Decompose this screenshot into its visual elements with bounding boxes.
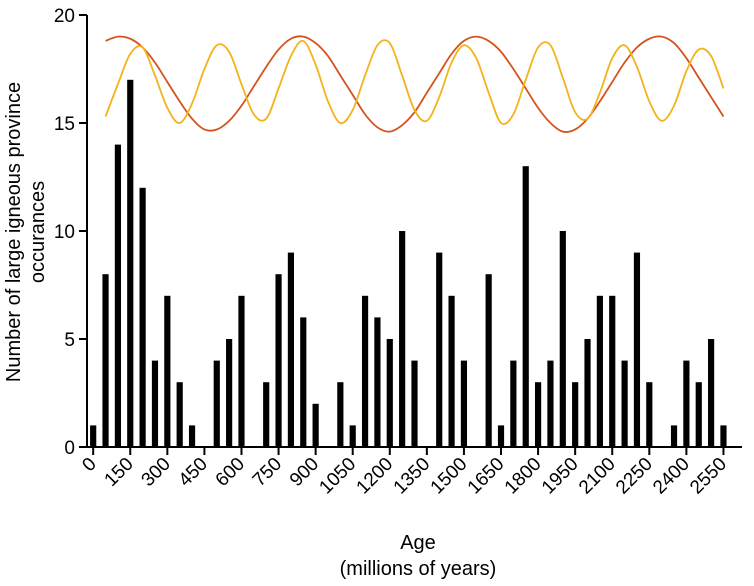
y-axis-title-line1: Number of large igneous province [3,82,25,382]
histogram-bar [386,339,393,447]
periodic-curves [104,35,725,133]
histogram-bar [708,339,715,447]
histogram-bar [720,425,727,447]
histogram-bars [90,79,727,448]
histogram-bar [497,425,505,447]
x-axis-title-line2: (millions of years) [340,558,497,580]
histogram-bar [695,382,702,447]
histogram-bar [559,231,566,447]
histogram-bar [609,295,616,447]
histogram-bar [127,79,134,448]
x-tick-label: 1350 [390,454,435,499]
y-axis-title: Number of large igneous province occuran… [3,82,49,382]
histogram-bar [213,360,220,447]
histogram-bar [485,274,492,447]
histogram-bar [596,295,603,447]
histogram-bar [510,360,517,447]
y-tick-label: 0 [64,438,75,459]
histogram-bar [312,403,319,447]
y-tick-label: 15 [54,114,75,135]
histogram-bar [226,339,233,447]
histogram-bar [151,360,159,447]
histogram-bar [114,144,121,447]
y-tick-label: 5 [64,330,75,351]
x-tick-label: 2250 [612,454,657,499]
histogram-bar [522,166,529,447]
x-tick-label: 2100 [575,454,620,499]
x-tick-label: 1500 [427,454,472,499]
histogram-bar [411,360,418,447]
histogram-bar [263,382,270,447]
x-tick-label: 750 [249,454,286,491]
x-tick-label: 1950 [538,454,583,499]
x-tick-label: 2400 [649,454,694,499]
y-axis-ticks: 0 5 10 15 20 [54,6,87,459]
histogram-bar [621,360,628,447]
histogram-bar [275,274,282,447]
histogram-bar [547,360,554,447]
histogram-bar [287,252,295,447]
histogram-bar [572,382,579,447]
x-tick-label: 0 [78,454,100,476]
histogram-bar [584,339,591,447]
y-axis-title-line2: occurances [27,181,49,283]
histogram-bar [337,382,344,447]
x-tick-label: 1050 [315,454,360,499]
x-tick-label: 150 [101,454,138,491]
histogram-bar [188,425,196,447]
x-tick-label: 300 [138,454,175,491]
histogram-bar [349,425,356,447]
histogram-bar [460,360,468,447]
x-axis-title-line1: Age [400,532,436,554]
x-tick-label: 1200 [353,454,398,499]
histogram-bar [436,252,443,447]
short-period-curve [104,39,725,126]
y-tick-label: 20 [54,6,75,27]
histogram-bar [164,295,171,447]
histogram-bar [633,252,641,447]
histogram-bar [102,274,109,447]
histogram-bar [534,382,542,447]
x-tick-label: 1650 [464,454,509,499]
histogram-bar [300,317,307,447]
histogram-bar [361,295,369,447]
histogram-bar [90,425,97,447]
x-tick-label: 2550 [686,454,731,499]
histogram-bar [399,231,406,447]
y-tick-label: 10 [54,222,75,243]
x-tick-label: 450 [175,454,212,491]
long-period-curve [105,35,725,133]
x-tick-label: 600 [212,454,249,491]
histogram-bar [448,295,455,447]
histogram-bar [374,317,381,447]
x-axis-ticks: 0 150 300 450 600 750 900105012001350150016501… [78,447,731,498]
x-tick-label: 1800 [501,454,546,499]
histogram-bar [646,382,653,447]
histogram-bar [670,425,678,447]
histogram-bar [238,295,245,447]
histogram-bar [139,187,146,448]
histogram-bar [683,360,690,447]
histogram-bar [176,382,183,447]
